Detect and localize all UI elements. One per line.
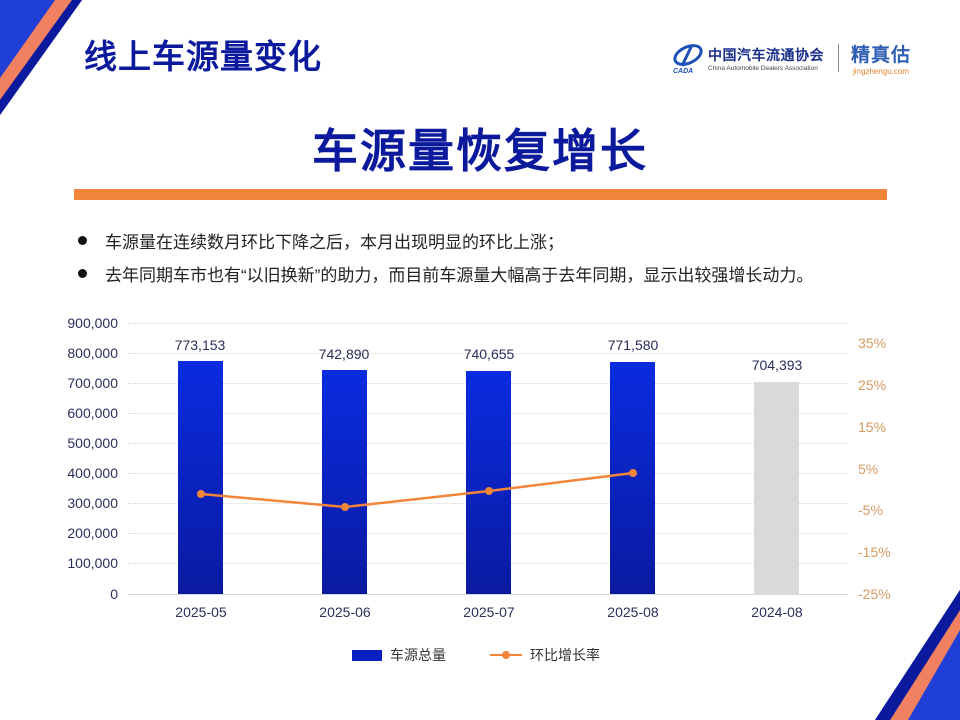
left-axis-tick: 500,000 [67,435,118,451]
left-axis-tick: 600,000 [67,405,118,421]
cada-logo-icon: CADA [670,42,704,75]
bullet-text: 去年同期车市也有“以旧换新”的助力，而目前车源量大幅高于去年同期，显示出较强增长… [105,266,814,285]
left-axis-tick: 800,000 [67,345,118,361]
bar-2025-06 [322,370,367,594]
bar-2024-08 [754,382,799,594]
bar-value-label: 740,655 [463,346,515,362]
bullet-list: 车源量在连续数月环比下降之后，本月出现明显的环比上涨； 去年同期车市也有“以旧换… [76,224,813,290]
corner-decoration-top-left [0,0,82,115]
jzg-logo-cn: 精真估 [851,45,912,66]
bullet-item: 去年同期车市也有“以旧换新”的助力，而目前车源量大幅高于去年同期，显示出较强增长… [76,257,813,290]
left-axis-tick: 400,000 [67,465,118,481]
left-axis-tick: 300,000 [67,495,118,511]
x-axis-tick: 2025-08 [607,604,659,620]
x-axis-tick: 2025-05 [175,604,227,620]
right-axis-tick: 5% [858,461,879,477]
left-axis-tick: 0 [110,586,118,602]
svg-text:CADA: CADA [673,68,693,74]
headline: 车源量恢复增长 [312,125,648,177]
bar-value-label: 771,580 [607,337,659,353]
right-axis-tick: -15% [858,544,891,560]
right-axis-tick: -25% [858,586,891,602]
bar-2025-07 [466,371,511,594]
bar-2025-05 [178,361,223,594]
chart-legend: 车源总量 环比增长率 [352,645,600,665]
cada-name-en: China Automobile Dealers Association [708,64,818,72]
legend-bar-swatch-icon [352,649,382,661]
bar-value-label: 704,393 [751,357,803,373]
bar-value-label: 742,890 [318,346,370,362]
legend-line-swatch-icon [490,648,522,662]
x-axis-baseline [128,594,848,595]
right-axis-tick: 35% [858,335,887,351]
gridline [128,353,848,354]
right-axis-tick: 25% [858,377,887,393]
logo-separator [838,44,839,72]
legend-label-growth: 环比增长率 [530,647,600,663]
bullet-dot-icon [78,269,87,278]
x-axis-tick: 2024-08 [751,604,803,620]
jzg-logo-url: jingzhengu.com [852,67,910,76]
right-axis-tick: -5% [858,502,883,518]
logo-block: CADA 中国汽车流通协会 China Automobile Dealers A… [670,40,911,76]
corner-decoration-bottom-right [875,590,960,720]
left-axis-tick: 700,000 [67,375,118,391]
x-axis-tick: 2025-06 [319,604,371,620]
left-axis-tick: 900,000 [67,315,118,331]
cada-name-cn: 中国汽车流通协会 [708,47,824,64]
bullet-item: 车源量在连续数月环比下降之后，本月出现明显的环比上涨； [76,224,813,257]
right-axis-tick: 15% [858,419,887,435]
bullet-text: 车源量在连续数月环比下降之后，本月出现明显的环比上涨； [105,233,564,252]
orange-divider [74,189,887,200]
bar-2025-08 [610,362,655,594]
bullet-dot-icon [78,236,87,245]
gridline [128,323,848,324]
left-axis-tick: 200,000 [67,525,118,541]
left-axis-tick: 100,000 [67,555,118,571]
x-axis-tick: 2025-07 [463,604,515,620]
legend-label-total: 车源总量 [390,647,446,663]
bar-value-label: 773,153 [174,337,226,353]
page-title: 线上车源量变化 [84,38,322,75]
